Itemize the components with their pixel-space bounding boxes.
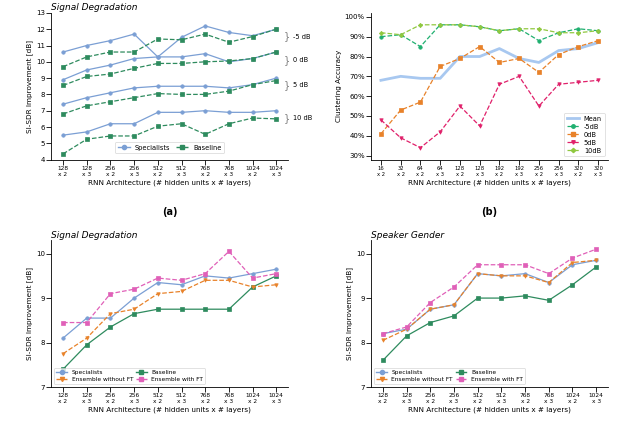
Text: -5 dB: -5 dB xyxy=(293,34,310,40)
Text: Signal Degradation: Signal Degradation xyxy=(51,3,138,12)
Y-axis label: SI-SDR Improvement [dB]: SI-SDR Improvement [dB] xyxy=(26,40,33,133)
Text: 0 dB: 0 dB xyxy=(293,57,308,63)
Text: }: } xyxy=(284,80,290,90)
X-axis label: RNN Architecture (# hidden units x # layers): RNN Architecture (# hidden units x # lay… xyxy=(408,407,571,413)
X-axis label: RNN Architecture (# hidden units x # layers): RNN Architecture (# hidden units x # lay… xyxy=(88,179,251,186)
Text: }: } xyxy=(284,55,290,65)
X-axis label: RNN Architecture (# hidden units x # layers): RNN Architecture (# hidden units x # lay… xyxy=(408,179,571,186)
Text: Speaker Gender: Speaker Gender xyxy=(371,230,444,240)
Text: (a): (a) xyxy=(162,207,177,217)
Legend: Mean, -5dB, 0dB, 5dB, 10dB: Mean, -5dB, 0dB, 5dB, 10dB xyxy=(564,113,605,156)
Y-axis label: Clustering Accuracy: Clustering Accuracy xyxy=(336,50,342,123)
Legend: Specialists, Baseline: Specialists, Baseline xyxy=(115,142,224,154)
Text: }: } xyxy=(284,113,290,123)
Legend: Specialists, Ensemble without FT, Baseline, Ensemble with FT: Specialists, Ensemble without FT, Baseli… xyxy=(374,368,525,384)
Text: 5 dB: 5 dB xyxy=(293,83,308,89)
Text: Signal Degradation: Signal Degradation xyxy=(51,230,138,240)
Y-axis label: SI-SDR Improvement [dB]: SI-SDR Improvement [dB] xyxy=(346,267,353,360)
X-axis label: RNN Architecture (# hidden units x # layers): RNN Architecture (# hidden units x # lay… xyxy=(88,407,251,413)
Legend: Specialists, Ensemble without FT, Baseline, Ensemble with FT: Specialists, Ensemble without FT, Baseli… xyxy=(54,368,205,384)
Text: 10 dB: 10 dB xyxy=(293,115,312,121)
Text: (b): (b) xyxy=(481,207,497,217)
Text: }: } xyxy=(284,31,290,42)
Y-axis label: SI-SDR Improvement [dB]: SI-SDR Improvement [dB] xyxy=(26,267,33,360)
